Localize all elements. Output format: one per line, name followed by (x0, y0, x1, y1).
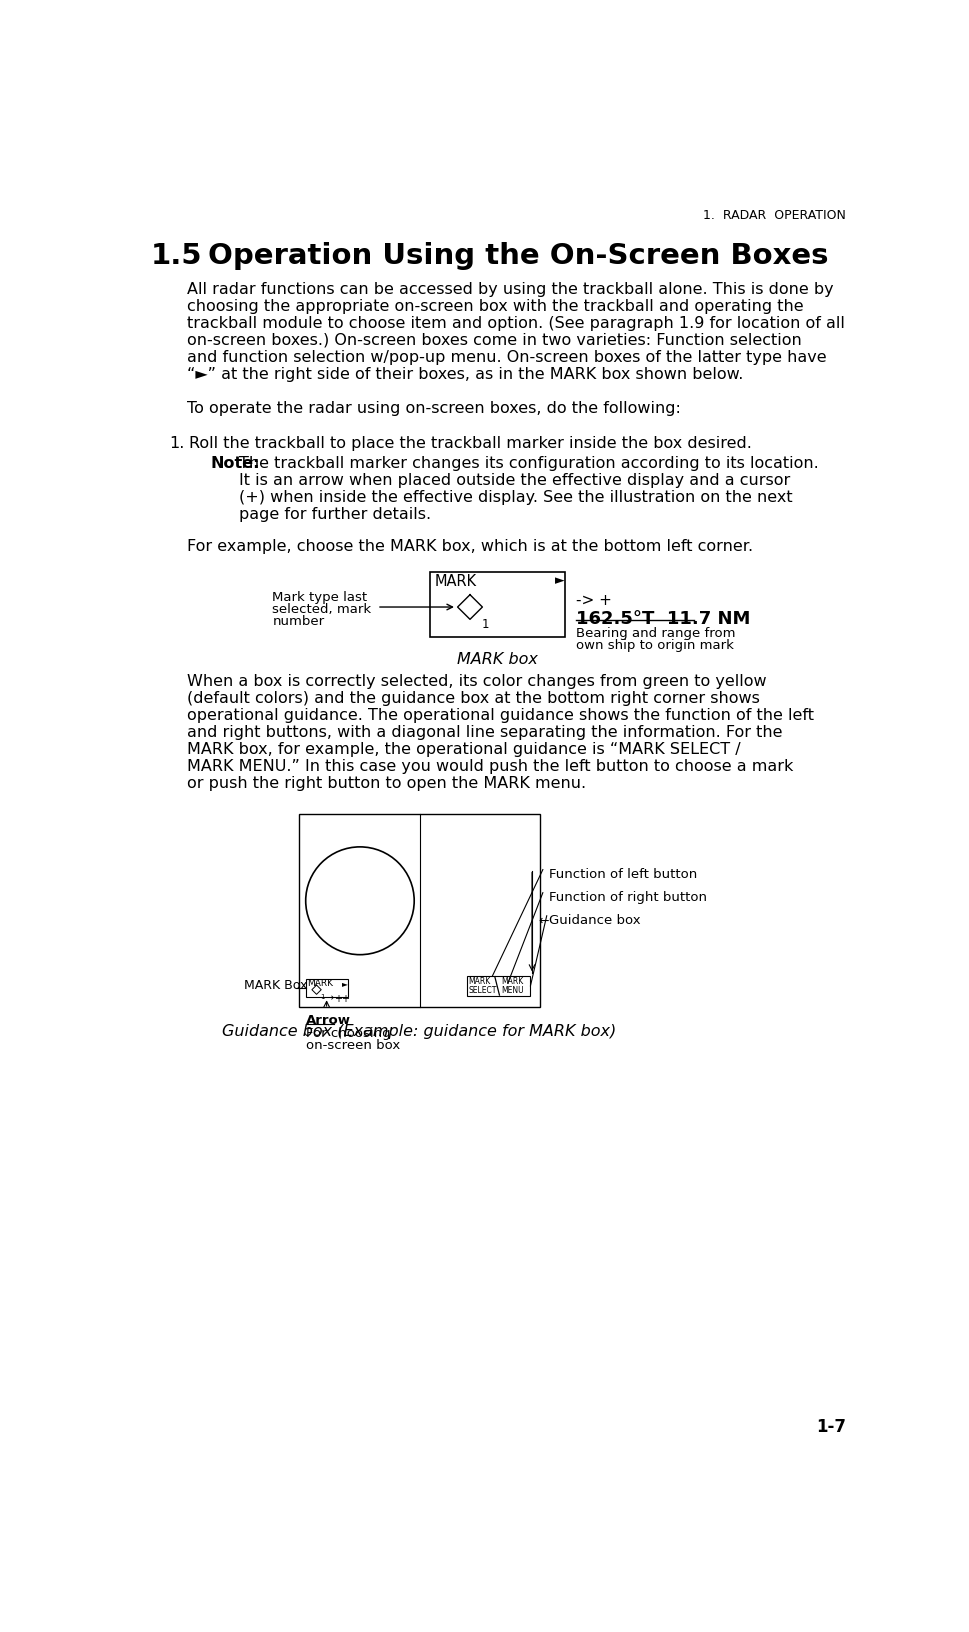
Text: or push the right button to open the MARK menu.: or push the right button to open the MAR… (187, 775, 585, 790)
Bar (299, 814, 539, 1007)
Text: MENU: MENU (500, 986, 523, 996)
Text: (default colors) and the guidance box at the bottom right corner shows: (default colors) and the guidance box at… (187, 690, 760, 707)
Text: MARK box, for example, the operational guidance is “MARK SELECT /: MARK box, for example, the operational g… (187, 743, 740, 757)
Text: MARK: MARK (434, 574, 476, 589)
Text: ►: ► (342, 979, 348, 987)
Text: Bearing and range from: Bearing and range from (576, 627, 735, 640)
Text: Guidance box: Guidance box (548, 914, 640, 927)
Text: All radar functions can be accessed by using the trackball alone. This is done b: All radar functions can be accessed by u… (187, 282, 833, 297)
Text: 1: 1 (320, 994, 325, 1000)
Text: MARK Box: MARK Box (243, 979, 307, 992)
Text: (+) when inside the effective display. See the illustration on the next: (+) when inside the effective display. S… (238, 490, 792, 504)
Text: 1-7: 1-7 (815, 1418, 845, 1436)
Text: It is an arrow when placed outside the effective display and a cursor: It is an arrow when placed outside the e… (238, 473, 790, 488)
Text: MARK: MARK (307, 979, 333, 987)
Text: Mark type last: Mark type last (272, 591, 367, 604)
Text: and function selection w/pop-up menu. On-screen boxes of the latter type have: and function selection w/pop-up menu. On… (187, 349, 826, 366)
Text: on-screen boxes.) On-screen boxes come in two varieties: Function selection: on-screen boxes.) On-screen boxes come i… (187, 333, 801, 348)
Text: →: → (326, 992, 333, 1002)
Text: ←: ← (538, 914, 548, 927)
Text: selected, mark: selected, mark (272, 604, 371, 617)
Text: Note:: Note: (210, 455, 260, 472)
Text: MARK MENU.” In this case you would push the left button to choose a mark: MARK MENU.” In this case you would push … (187, 759, 793, 774)
Text: number: number (272, 615, 325, 628)
Text: For choosing: For choosing (305, 1027, 390, 1040)
Bar (305, 979, 348, 997)
Text: SELECT: SELECT (468, 986, 496, 996)
Text: MARK: MARK (500, 976, 522, 986)
Text: 1.5: 1.5 (150, 242, 202, 269)
Text: Roll the trackball to place the trackball marker inside the box desired.: Roll the trackball to place the trackbal… (189, 436, 752, 450)
Text: ►: ► (554, 574, 564, 588)
Text: and right buttons, with a diagonal line separating the information. For the: and right buttons, with a diagonal line … (187, 725, 782, 739)
Text: -> +: -> + (576, 592, 611, 609)
Bar (466, 976, 530, 996)
Text: Function of left button: Function of left button (548, 868, 697, 881)
Text: 1.: 1. (170, 436, 184, 450)
Text: 1: 1 (482, 619, 488, 632)
Text: Arrow: Arrow (305, 1015, 351, 1028)
Text: 162.5°T  11.7 NM: 162.5°T 11.7 NM (576, 610, 750, 628)
Text: Guidance box (Example: guidance for MARK box): Guidance box (Example: guidance for MARK… (222, 1023, 616, 1038)
Text: “►” at the right side of their boxes, as in the MARK box shown below.: “►” at the right side of their boxes, as… (187, 367, 742, 382)
Text: The trackball marker changes its configuration according to its location.: The trackball marker changes its configu… (238, 455, 818, 472)
Text: 1.  RADAR  OPERATION: 1. RADAR OPERATION (703, 209, 845, 222)
Text: When a box is correctly selected, its color changes from green to yellow: When a box is correctly selected, its co… (187, 674, 766, 689)
Text: own ship to origin mark: own ship to origin mark (576, 638, 734, 651)
Text: on-screen box: on-screen box (305, 1040, 399, 1053)
Text: Operation Using the On-Screen Boxes: Operation Using the On-Screen Boxes (207, 242, 828, 269)
Text: To operate the radar using on-screen boxes, do the following:: To operate the radar using on-screen box… (187, 401, 680, 416)
Text: +: + (333, 994, 341, 1004)
Text: Function of right button: Function of right button (548, 891, 706, 904)
Text: choosing the appropriate on-screen box with the trackball and operating the: choosing the appropriate on-screen box w… (187, 299, 803, 313)
Text: page for further details.: page for further details. (238, 508, 431, 522)
Text: trackball module to choose item and option. (See paragraph 1.9 for location of a: trackball module to choose item and opti… (187, 317, 844, 331)
Bar (429, 571, 565, 636)
Text: MARK box: MARK box (456, 653, 537, 667)
Text: +: + (341, 994, 349, 1004)
Text: For example, choose the MARK box, which is at the bottom left corner.: For example, choose the MARK box, which … (187, 539, 753, 555)
Text: MARK: MARK (468, 976, 490, 986)
Text: operational guidance. The operational guidance shows the function of the left: operational guidance. The operational gu… (187, 708, 813, 723)
